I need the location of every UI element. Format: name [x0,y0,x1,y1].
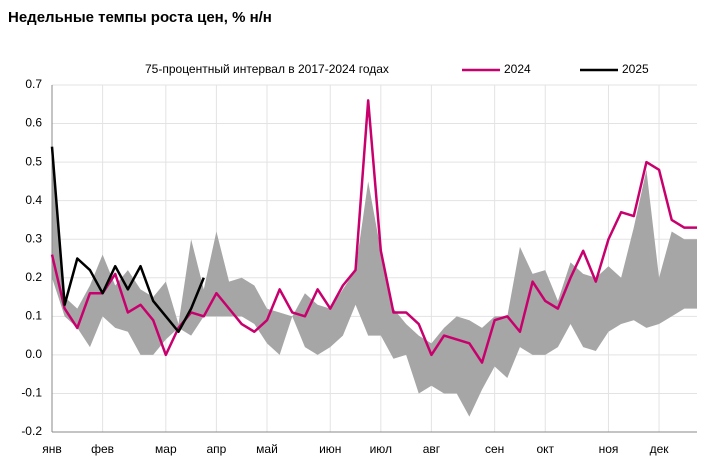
x-tick-label: янв [42,442,62,456]
x-tick-label: мар [155,442,177,456]
x-tick-label: май [256,442,278,456]
x-tick-label: ноя [599,442,619,456]
y-tick-label: 0.2 [25,270,42,284]
series-line [50,146,205,334]
y-tick-label: 0.3 [25,231,42,245]
legend-label: 2025 [622,62,649,76]
x-tick-label: авг [423,442,441,456]
y-tick-label: -0.1 [21,386,42,400]
x-tick-label: сен [485,442,504,456]
x-tick-label: дек [650,442,670,456]
y-tick-label: -0.2 [21,424,42,438]
chart-title: Недельные темпы роста цен, % н/н [8,9,272,26]
y-tick-label: 0.4 [25,193,42,207]
y-tick-label: 0.7 [25,77,42,91]
x-tick-label: апр [206,442,226,456]
y-tick-label: 0.0 [25,347,42,361]
x-tick-label: июл [370,442,392,456]
y-tick-label: 0.6 [25,116,42,130]
series-line [50,99,697,364]
x-tick-label: окт [536,442,554,456]
x-tick-label: июн [319,442,341,456]
legend-label: 2024 [504,62,531,76]
y-tick-label: 0.1 [25,309,42,323]
legend-label: 75-процентный интервал в 2017-2024 годах [145,62,389,76]
x-tick-label: фев [91,442,114,456]
y-tick-label: 0.5 [25,154,42,168]
interval-band [52,162,697,417]
